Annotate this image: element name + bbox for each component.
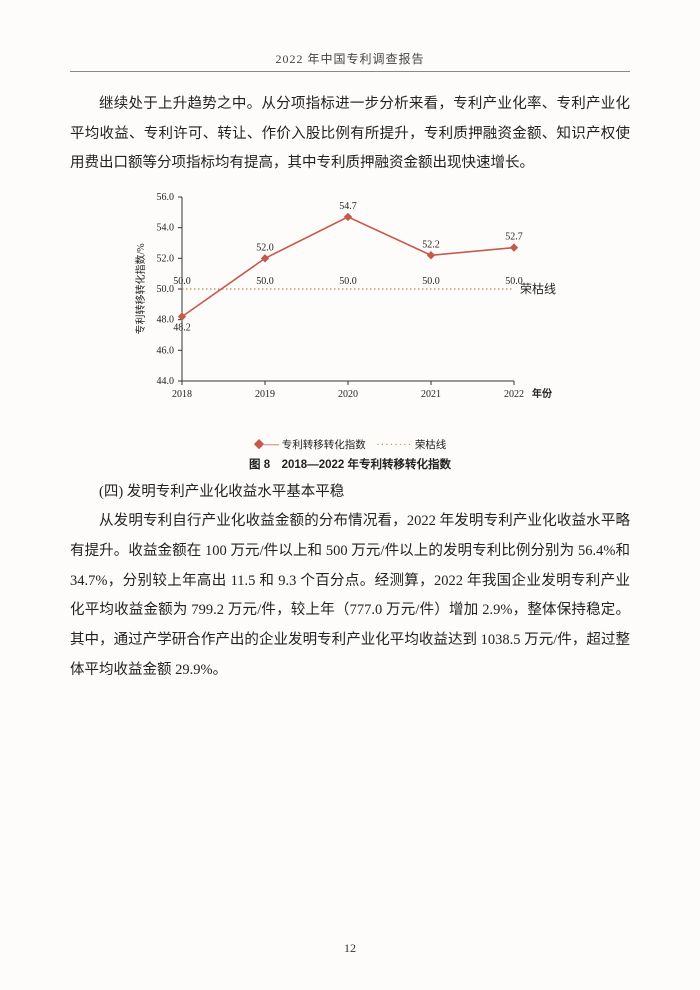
svg-text:46.0: 46.0: [157, 345, 175, 356]
svg-text:56.0: 56.0: [157, 192, 175, 203]
page-number: 12: [0, 941, 700, 956]
paragraph-2: 从发明专利自行产业化收益金额的分布情况看，2022 年发明专利产业化收益水平略有…: [70, 507, 630, 685]
svg-text:54.7: 54.7: [339, 201, 357, 212]
svg-text:2020: 2020: [338, 389, 358, 400]
svg-text:2021: 2021: [421, 389, 441, 400]
header-rule: [70, 71, 630, 72]
legend-series-label: 专利转移转化指数: [282, 440, 366, 451]
svg-text:50.0: 50.0: [173, 276, 191, 287]
figure-caption: 图 8 2018—2022 年专利转移转化指数: [70, 456, 630, 472]
svg-text:2018: 2018: [172, 389, 192, 400]
legend-baseline: ········: [376, 440, 412, 451]
svg-text:52.0: 52.0: [256, 242, 274, 253]
line-chart: 44.0 46.0 48.0 50.0 52.0 54.0 56.0 2018 2019 2020…: [130, 185, 570, 452]
paragraph-1: 继续处于上升趋势之中。从分项指标进一步分析来看，专利产业化率、专利产业化平均收益…: [70, 90, 630, 179]
subheading: (四) 发明专利产业化收益水平基本平稳: [70, 478, 630, 507]
svg-text:2019: 2019: [255, 389, 275, 400]
legend-series: ◆──: [254, 440, 279, 451]
svg-text:52.0: 52.0: [157, 253, 175, 264]
svg-text:年份: 年份: [532, 387, 553, 400]
svg-text:50.0: 50.0: [157, 284, 175, 295]
svg-text:2022: 2022: [504, 389, 524, 400]
chart-svg: 44.0 46.0 48.0 50.0 52.0 54.0 56.0 2018 2019 2020…: [130, 185, 570, 435]
svg-text:48.0: 48.0: [157, 315, 175, 326]
svg-text:荣枯线: 荣枯线: [520, 281, 556, 296]
svg-text:44.0: 44.0: [157, 376, 175, 387]
svg-text:52.2: 52.2: [422, 239, 440, 250]
svg-text:50.0: 50.0: [422, 276, 440, 287]
svg-text:专利转移转化指数/%: 专利转移转化指数/%: [134, 244, 147, 335]
svg-text:48.2: 48.2: [173, 323, 191, 334]
svg-text:50.0: 50.0: [256, 276, 274, 287]
legend-baseline-label: 荣枯线: [415, 440, 447, 451]
svg-text:54.0: 54.0: [157, 223, 175, 234]
chart-legend: ◆── 专利转移转化指数 ········ 荣枯线: [130, 437, 570, 452]
page-header-title: 2022 年中国专利调查报告: [70, 50, 630, 67]
svg-text:52.7: 52.7: [505, 232, 523, 243]
svg-text:50.0: 50.0: [339, 276, 357, 287]
